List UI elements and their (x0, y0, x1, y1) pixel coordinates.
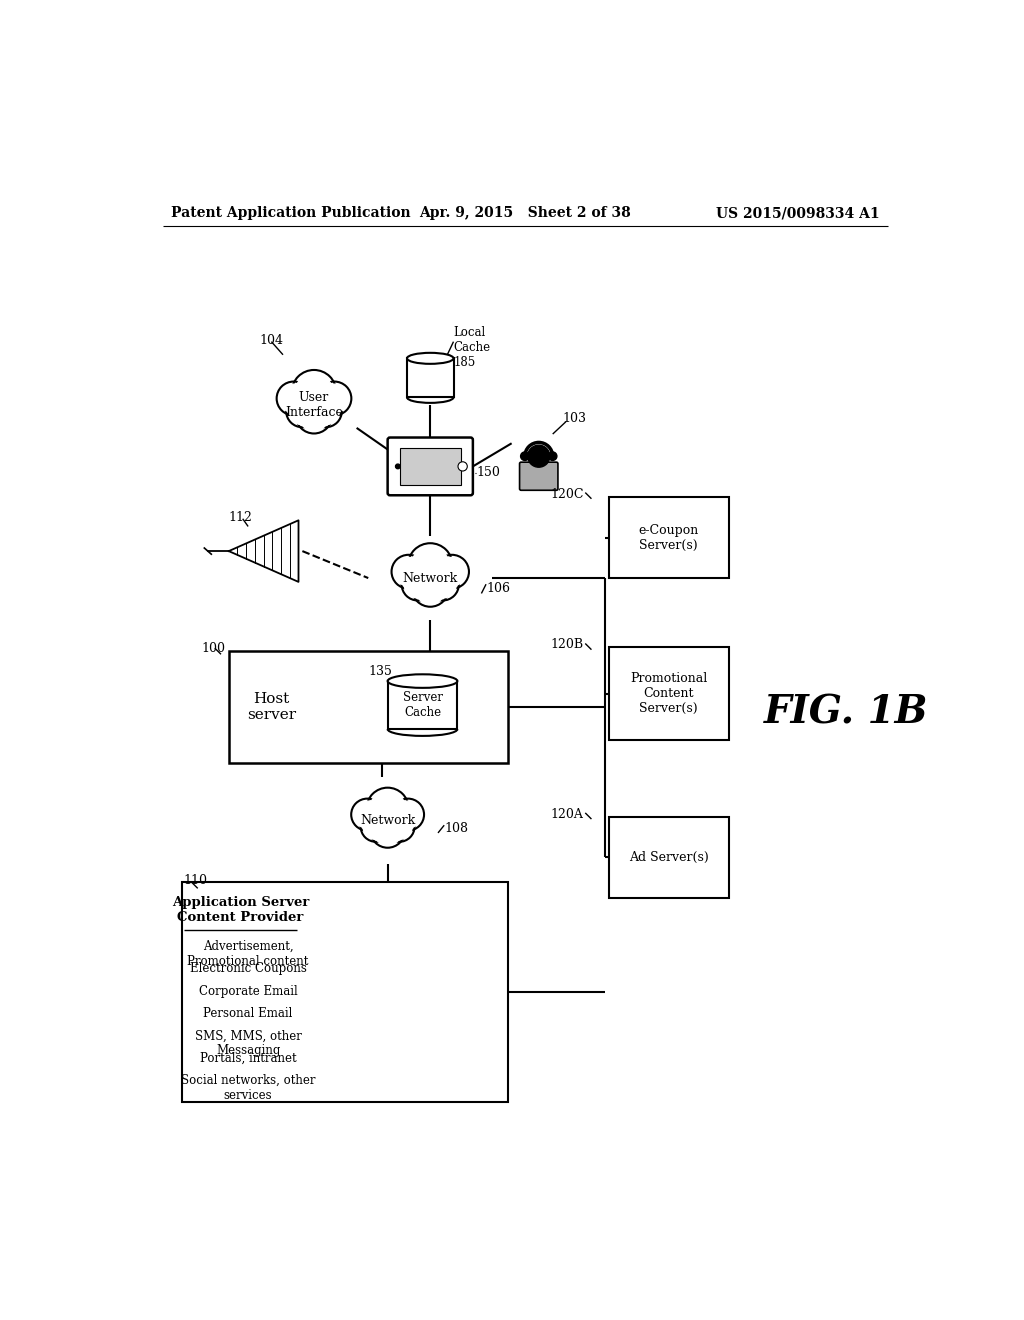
Bar (608, 817, 729, 898)
Circle shape (412, 546, 449, 583)
Circle shape (391, 554, 426, 589)
Circle shape (401, 569, 434, 601)
Circle shape (280, 384, 308, 413)
Circle shape (295, 374, 333, 411)
Circle shape (415, 573, 445, 603)
Text: 103: 103 (562, 412, 586, 425)
Text: 108: 108 (444, 822, 468, 836)
Circle shape (367, 788, 409, 829)
Circle shape (296, 397, 332, 433)
Circle shape (392, 799, 424, 830)
Text: Patent Application Publication: Patent Application Publication (171, 206, 411, 220)
Circle shape (394, 557, 423, 586)
Text: e-Coupon
Server(s): e-Coupon Server(s) (638, 524, 698, 552)
Text: Network: Network (402, 572, 458, 585)
Circle shape (299, 400, 330, 430)
FancyBboxPatch shape (519, 462, 558, 490)
Circle shape (286, 395, 318, 428)
Circle shape (351, 799, 383, 830)
Text: Personal Email: Personal Email (204, 1007, 293, 1020)
Bar (608, 647, 729, 739)
Text: Ad Server(s): Ad Server(s) (629, 850, 709, 863)
Circle shape (373, 816, 402, 845)
Circle shape (404, 570, 431, 598)
Bar (182, 882, 508, 1102)
Text: Electronic Coupons: Electronic Coupons (189, 962, 306, 975)
Circle shape (384, 812, 415, 842)
Circle shape (520, 451, 529, 461)
Circle shape (312, 397, 339, 425)
Text: 120C: 120C (550, 488, 584, 502)
Circle shape (527, 445, 550, 467)
Text: Network: Network (360, 814, 416, 828)
Text: 106: 106 (486, 582, 510, 595)
Circle shape (395, 465, 400, 469)
Text: Promotional
Content
Server(s): Promotional Content Server(s) (630, 672, 708, 715)
Bar (608, 498, 729, 578)
Text: US 2015/0098334 A1: US 2015/0098334 A1 (716, 206, 880, 220)
Circle shape (426, 569, 459, 601)
Circle shape (364, 814, 389, 840)
Text: Portals, intranet: Portals, intranet (200, 1052, 296, 1065)
Text: Corporate Email: Corporate Email (199, 985, 298, 998)
Text: Local
Cache
185: Local Cache 185 (454, 326, 490, 370)
Circle shape (386, 814, 412, 840)
Circle shape (370, 791, 406, 826)
Text: User
Interface: User Interface (285, 391, 343, 418)
Circle shape (353, 801, 381, 828)
Circle shape (276, 381, 310, 416)
Circle shape (317, 381, 351, 416)
Text: Server
Cache: Server Cache (402, 692, 442, 719)
Circle shape (360, 812, 391, 842)
Text: SMS, MMS, other
Messaging: SMS, MMS, other Messaging (195, 1030, 301, 1057)
Text: Social networks, other
services: Social networks, other services (181, 1074, 315, 1102)
FancyBboxPatch shape (388, 437, 473, 495)
Circle shape (412, 570, 449, 607)
Text: 104: 104 (260, 334, 284, 347)
Circle shape (371, 813, 404, 847)
Circle shape (321, 384, 348, 413)
Circle shape (408, 544, 453, 587)
Ellipse shape (388, 675, 458, 688)
Bar (407, 358, 454, 397)
Circle shape (309, 395, 342, 428)
Text: 100: 100 (202, 642, 225, 655)
Circle shape (458, 462, 467, 471)
Circle shape (435, 554, 469, 589)
Circle shape (548, 451, 557, 461)
Bar (388, 681, 458, 729)
Text: Application Server
Content Provider: Application Server Content Provider (172, 896, 309, 924)
Text: Apr. 9, 2015   Sheet 2 of 38: Apr. 9, 2015 Sheet 2 of 38 (419, 206, 631, 220)
Text: 110: 110 (183, 874, 208, 887)
Bar (228, 651, 508, 763)
Circle shape (292, 370, 336, 414)
Text: 120B: 120B (551, 638, 584, 651)
Circle shape (394, 801, 422, 828)
Polygon shape (228, 520, 299, 582)
Text: 150: 150 (477, 466, 501, 479)
Circle shape (437, 557, 466, 586)
Circle shape (289, 397, 316, 425)
Text: FIG. 1B: FIG. 1B (764, 694, 928, 731)
Circle shape (429, 570, 457, 598)
Bar (399, 447, 461, 486)
Text: 112: 112 (228, 511, 253, 524)
Text: 135: 135 (369, 665, 392, 678)
Text: Host
server: Host server (247, 692, 296, 722)
Ellipse shape (407, 352, 454, 364)
Text: 120A: 120A (551, 808, 584, 821)
Text: Advertisement,
Promotional content: Advertisement, Promotional content (187, 940, 309, 968)
